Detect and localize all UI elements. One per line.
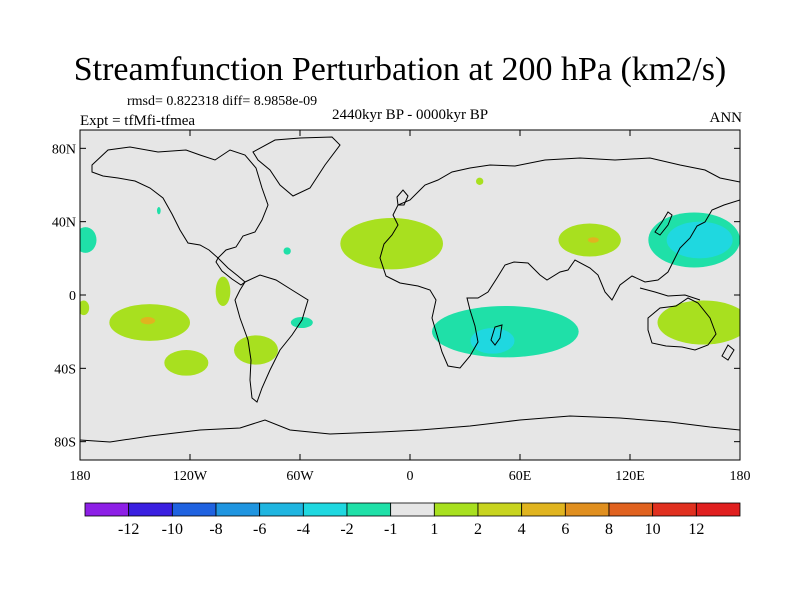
coastline-indonesia	[639, 287, 701, 301]
season-label: ANN	[709, 110, 743, 126]
anomaly-region-east-pacific	[215, 276, 231, 307]
anomaly-region-far-west-south-pacific	[80, 300, 90, 316]
x-tick-label: 0	[407, 469, 414, 484]
anomaly-region-south-america-west	[234, 335, 278, 365]
anomaly-region-south-pacific-east	[164, 350, 209, 376]
colorbar-label: 12	[688, 521, 704, 538]
stats-text: rmsd= 0.822318 diff= 8.9858e-09	[127, 94, 318, 109]
period-label: 2440kyr BP - 0000kyr BP	[331, 107, 489, 123]
y-tick-label: 40N	[52, 216, 76, 231]
coastline-new-zealand	[721, 344, 735, 361]
colorbar-label: -8	[209, 521, 222, 538]
plot-background	[80, 130, 740, 460]
tick-label-layer: 180 120W 60W 0 60E 120E 180 80N 40N 0 40S 80S	[52, 142, 751, 484]
x-tick-label: 120E	[615, 469, 645, 484]
colorbar-swatch	[564, 502, 610, 517]
x-tick-label: 180	[70, 469, 91, 484]
anomaly-region-central-asia-core	[587, 237, 599, 243]
colorbar-swatch	[84, 502, 130, 517]
colorbar-label: 6	[561, 521, 569, 538]
colorbar: -12 -10 -8 -6 -4 -2 -1 1 2 4 6 8 10 12	[84, 502, 741, 538]
y-tick-label: 0	[69, 289, 76, 304]
anomaly-region-north-atlantic-africa	[340, 218, 443, 270]
colorbar-label: -6	[253, 521, 266, 538]
coastline-uk	[396, 189, 409, 206]
anomaly-region-south-pacific-west-core	[140, 317, 156, 325]
x-tick-label: 60W	[286, 469, 314, 484]
anomaly-region-central-pacific-north	[157, 207, 161, 215]
colorbar-swatch	[608, 502, 654, 517]
colorbar-swatch	[346, 502, 392, 517]
anomaly-layer	[80, 177, 740, 376]
anomaly-region-southern-africa-core	[470, 328, 515, 354]
anomaly-region-baltic	[476, 177, 484, 185]
colorbar-label: 8	[605, 521, 613, 538]
page-title: Streamfunction Perturbation at 200 hPa (…	[73, 51, 727, 88]
colorbar-label: -10	[162, 521, 183, 538]
coastline-greenland	[252, 136, 341, 197]
x-tick-label: 120W	[173, 469, 208, 484]
y-tick-label: 80N	[52, 142, 76, 157]
colorbar-swatch	[652, 502, 697, 517]
colorbar-label: -12	[118, 521, 139, 538]
colorbar-label: -4	[297, 521, 310, 538]
y-tick-label: 80S	[54, 436, 76, 451]
x-tick-label: 60E	[509, 469, 532, 484]
anomaly-region-west-pacific-north	[80, 227, 97, 253]
coastline-australia	[647, 297, 717, 351]
colorbar-label: 10	[645, 521, 661, 538]
coastline-japan	[654, 211, 673, 236]
coastline-central-america	[215, 257, 246, 286]
colorbar-swatch	[695, 502, 741, 517]
anomaly-region-south-atlantic	[290, 317, 313, 328]
x-tick-label: 180	[730, 469, 751, 484]
colorbar-swatch	[390, 502, 435, 517]
colorbar-swatch	[302, 502, 348, 517]
colorbar-swatch	[433, 502, 479, 517]
coastline-north-america	[91, 146, 269, 259]
coastline-south-america	[234, 274, 309, 403]
colorbar-swatch	[521, 502, 566, 517]
anomaly-region-australia	[657, 300, 740, 345]
coastline-madagascar	[490, 324, 503, 346]
colorbar-label: 4	[518, 521, 526, 538]
colorbar-swatch	[215, 502, 261, 517]
experiment-label: Expt = tfMfi-tfmea	[80, 113, 196, 129]
colorbar-swatch	[477, 502, 523, 517]
colorbar-label: -1	[384, 521, 397, 538]
coastline-layer	[80, 136, 740, 443]
anomaly-region-caribbean	[283, 247, 291, 255]
colorbar-label: 1	[430, 521, 438, 538]
colorbar-label: 2	[474, 521, 482, 538]
colorbar-swatch	[171, 502, 217, 517]
tick-layer	[79, 130, 741, 460]
coastline-antarctica	[80, 415, 740, 443]
anomaly-region-north-pacific-core	[666, 221, 733, 259]
y-tick-label: 40S	[54, 362, 76, 377]
colorbar-swatch	[128, 502, 173, 517]
coastline-eurasia-africa	[379, 157, 740, 369]
colorbar-label: -2	[340, 521, 353, 538]
colorbar-swatch	[259, 502, 304, 517]
